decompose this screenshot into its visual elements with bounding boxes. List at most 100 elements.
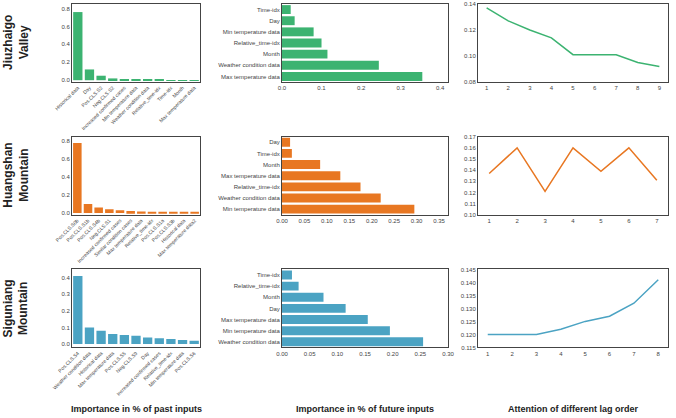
svg-text:Min temperature data: Min temperature data [223,328,281,334]
svg-text:Min temperature data: Min temperature data [147,350,185,388]
svg-text:0.8: 0.8 [61,6,70,12]
svg-text:Max temperature data: Max temperature data [221,173,280,179]
svg-text:Increased confirmed cases: Increased confirmed cases [115,350,162,397]
svg-text:Neg.CLS.S9: Neg.CLS.S9 [115,350,139,374]
svg-text:Pos.CLS.S0b: Pos.CLS.S0b [54,217,80,243]
svg-text:Neg.CLS.S1: Neg.CLS.S1 [88,217,112,241]
svg-text:3: 3 [543,218,547,224]
svg-text:Increased confirmed cases: Increased confirmed cases [76,217,123,264]
svg-text:1: 1 [488,218,492,224]
svg-text:0.11: 0.11 [465,201,477,207]
svg-text:6: 6 [627,218,631,224]
svg-text:0.145: 0.145 [461,267,477,273]
svg-text:1: 1 [486,351,490,357]
svg-text:Weather condition data: Weather condition data [218,339,280,345]
svg-text:0.13: 0.13 [464,178,476,184]
svg-text:0.2: 0.2 [61,308,70,314]
svg-text:Time-idx: Time-idx [257,272,280,278]
svg-text:0.0: 0.0 [61,341,70,347]
svg-text:Pos.CLS.S6: Pos.CLS.S6 [173,350,197,374]
svg-text:3: 3 [528,85,532,91]
svg-text:0.4: 0.4 [61,275,70,281]
svg-text:5: 5 [571,85,575,91]
svg-text:Min temperature data: Min temperature data [223,29,281,35]
svg-text:0.4: 0.4 [61,174,70,180]
svg-text:0.1: 0.1 [61,325,70,331]
svg-text:0.00: 0.00 [276,218,288,224]
svg-text:Max temperature data2: Max temperature data2 [156,217,197,258]
svg-text:Max temperature data: Max temperature data [221,74,280,80]
svg-text:Relative_time-idx: Relative_time-idx [234,184,280,190]
svg-text:0.15: 0.15 [359,351,371,357]
svg-text:0.05: 0.05 [304,351,316,357]
svg-text:0.20: 0.20 [387,351,399,357]
svg-text:Weather condition data: Weather condition data [218,62,280,68]
svg-text:Day: Day [269,139,280,145]
svg-text:4: 4 [550,85,554,91]
svg-text:0.115: 0.115 [461,345,476,351]
svg-text:0.3: 0.3 [396,85,405,91]
svg-text:Historical data: Historical data [160,217,187,244]
svg-text:Weather condition data: Weather condition data [218,195,280,201]
svg-text:6: 6 [608,351,612,357]
svg-text:0.10: 0.10 [464,53,476,59]
svg-text:HuangshanMountain: HuangshanMountain [1,142,31,207]
svg-text:9: 9 [658,85,662,91]
svg-text:Importance in % of past inputs: Importance in % of past inputs [71,404,202,414]
svg-text:8: 8 [636,85,640,91]
svg-text:Relative_time-idx: Relative_time-idx [123,217,155,249]
svg-text:0.130: 0.130 [461,306,477,312]
svg-text:0.10: 0.10 [331,351,343,357]
svg-text:Time-idx: Time-idx [257,7,280,13]
svg-text:0.6: 0.6 [61,156,70,162]
svg-text:Max temperature data: Max temperature data [221,317,280,323]
svg-text:0.05: 0.05 [299,218,311,224]
svg-text:0.25: 0.25 [414,351,426,357]
svg-text:0.140: 0.140 [461,280,477,286]
svg-text:0.135: 0.135 [461,293,477,299]
svg-text:Relative_time-idx: Relative_time-idx [234,283,280,289]
svg-text:7: 7 [615,85,619,91]
svg-text:0.0: 0.0 [61,77,70,83]
svg-text:0.30: 0.30 [411,218,423,224]
svg-text:3: 3 [535,351,539,357]
svg-text:0.15: 0.15 [343,218,355,224]
svg-text:Increased confirmed cases: Increased confirmed cases [80,84,127,131]
svg-text:Historical data: Historical data [77,350,104,377]
svg-text:Pos.CLS.S2: Pos.CLS.S2 [80,85,104,109]
svg-text:2: 2 [507,85,511,91]
svg-text:2: 2 [510,351,514,357]
svg-text:Weather condition data: Weather condition data [110,85,151,126]
svg-text:0.30: 0.30 [442,351,454,357]
svg-text:6: 6 [593,85,597,91]
svg-text:0.12: 0.12 [464,190,476,196]
svg-text:Min temperature data: Min temperature data [223,206,281,212]
svg-text:0.2: 0.2 [61,192,70,198]
svg-text:Month: Month [263,51,280,57]
svg-text:7: 7 [632,351,636,357]
svg-text:Month: Month [263,162,280,168]
svg-text:0.1: 0.1 [317,85,326,91]
svg-text:Relative_time-idx: Relative_time-idx [142,350,174,382]
svg-text:0.0: 0.0 [278,85,287,91]
svg-text:Similar condition cases: Similar condition cases [93,217,134,258]
svg-text:Time-idx: Time-idx [156,84,174,102]
svg-text:0.14: 0.14 [464,167,476,173]
svg-text:Pos.CLS.S1a: Pos.CLS.S1a [140,217,166,243]
svg-text:0.10: 0.10 [321,218,333,224]
svg-text:Month: Month [171,85,185,99]
svg-text:0.00: 0.00 [276,351,288,357]
svg-text:0.4: 0.4 [61,41,70,47]
svg-text:1: 1 [485,85,489,91]
svg-text:SiguniangMountain: SiguniangMountain [1,279,31,337]
svg-text:0.6: 0.6 [61,24,70,30]
svg-text:Pos.CLS.S4: Pos.CLS.S4 [57,350,81,374]
svg-text:0.3: 0.3 [61,291,70,297]
svg-text:0.15: 0.15 [464,156,476,162]
svg-text:0.10: 0.10 [464,212,476,218]
svg-text:Day: Day [269,18,280,24]
svg-text:Month: Month [263,294,280,300]
svg-text:0.4: 0.4 [436,85,445,91]
svg-text:2: 2 [515,218,519,224]
svg-text:Attention of different lag ord: Attention of different lag order [508,404,638,414]
